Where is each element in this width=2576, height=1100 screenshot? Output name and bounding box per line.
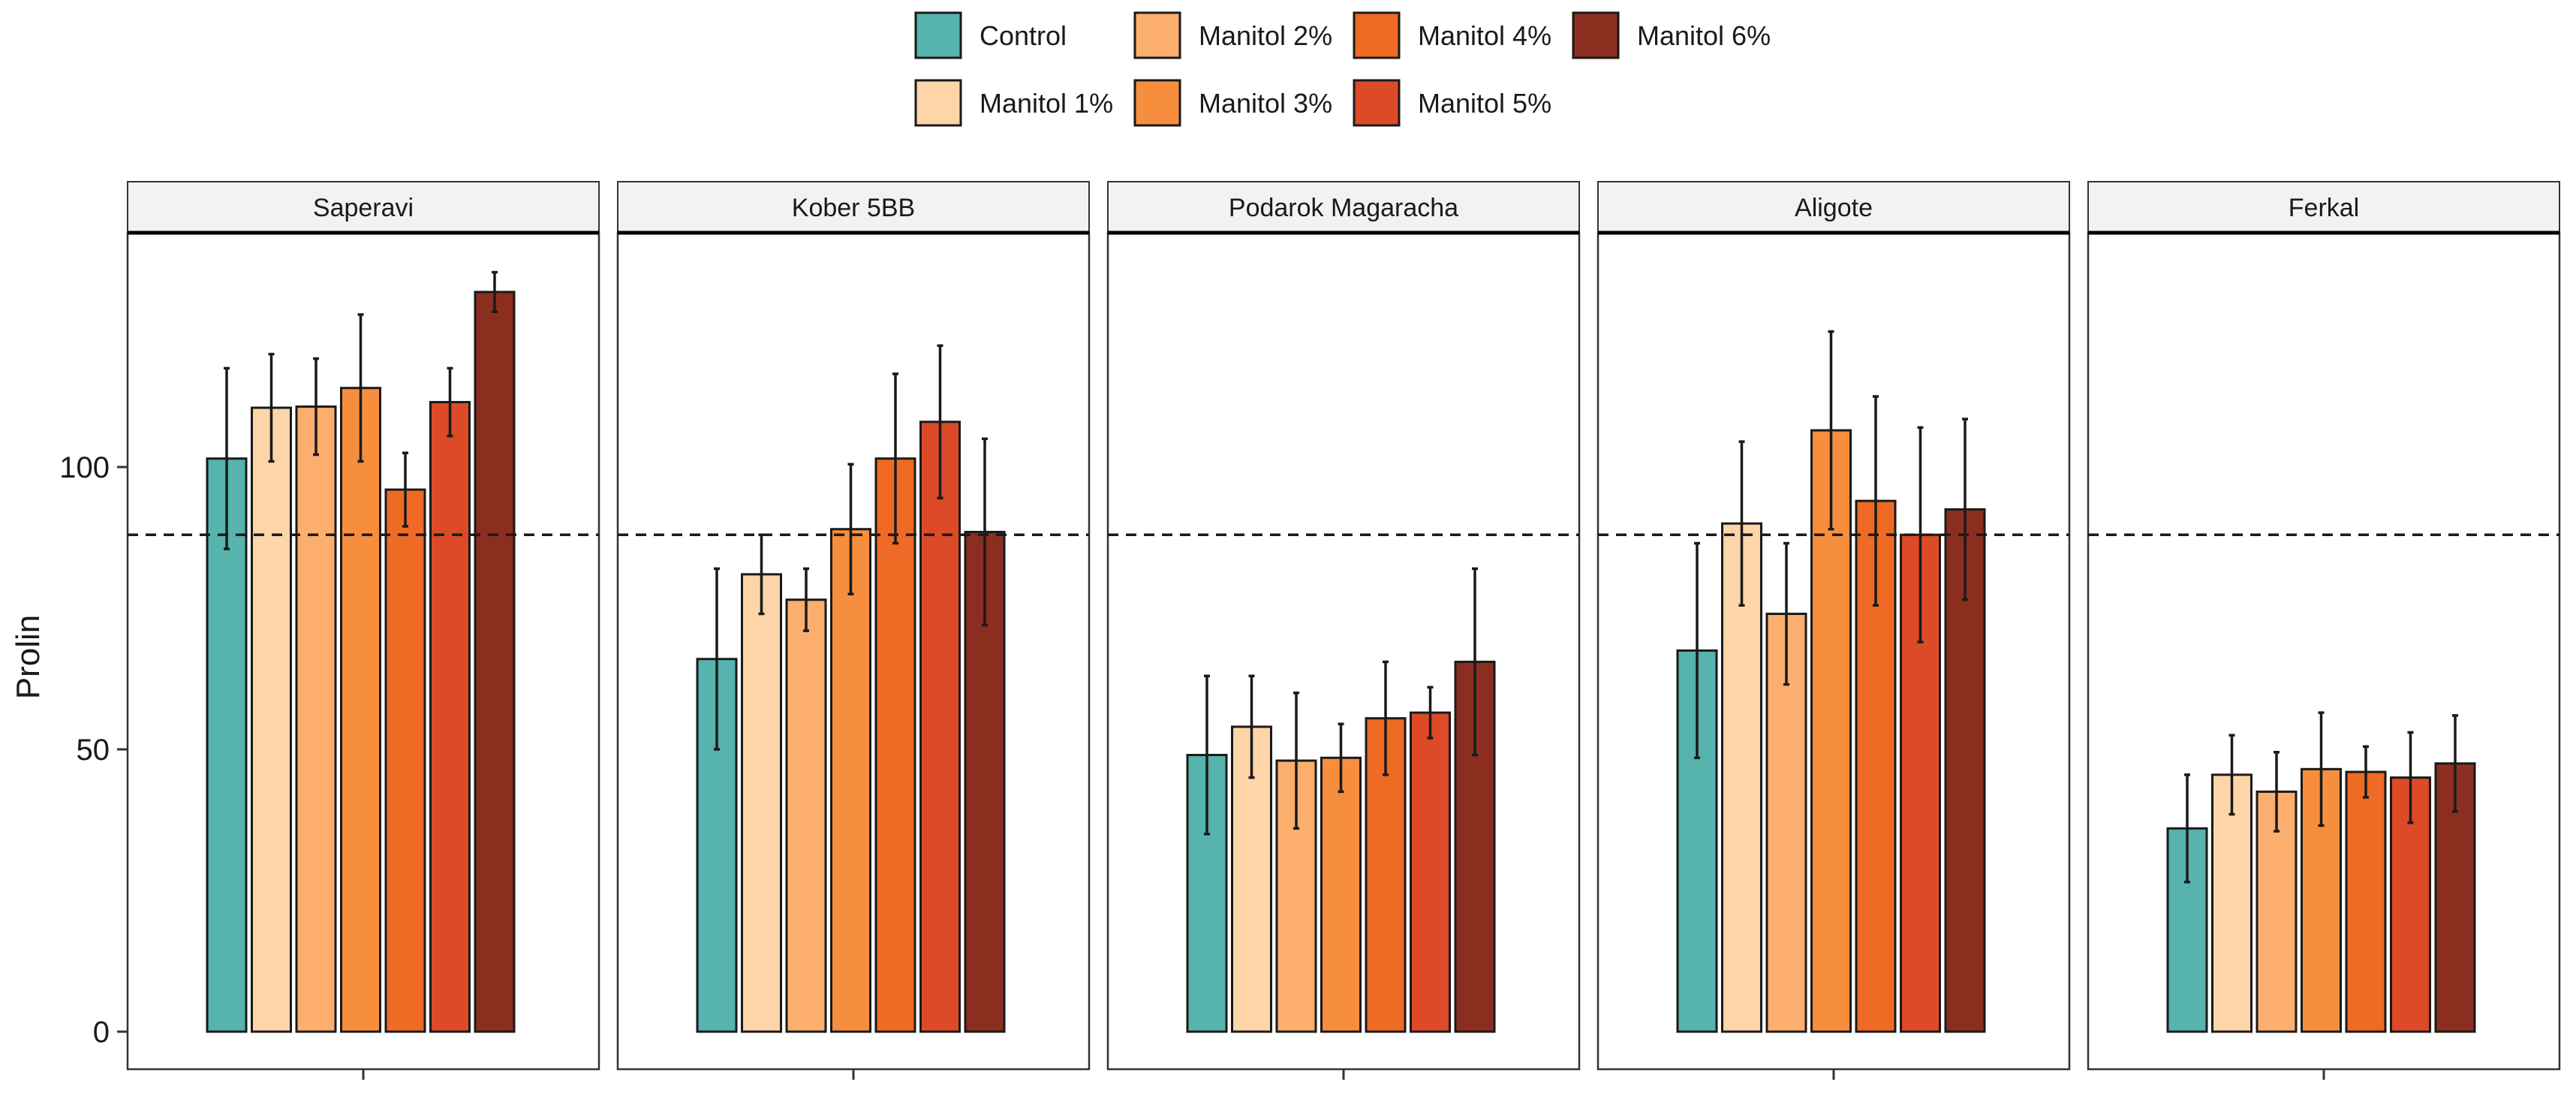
- panel-strip: [1597, 181, 2070, 234]
- panel-title: Aligote: [1795, 194, 1873, 222]
- error-bar-podarok-magaracha-manitol-5: [1427, 686, 1434, 740]
- error-bar-aligote-manitol-5: [1917, 426, 1924, 643]
- legend-item-manitol-3: Manitol 3%: [1133, 79, 1332, 127]
- error-bar-saperavi-manitol-4: [402, 451, 408, 528]
- bar-podarok-magaracha-manitol-5: [1410, 711, 1451, 1033]
- panel-title: Ferkal: [2289, 194, 2359, 222]
- error-bar-saperavi-manitol-6: [492, 270, 498, 313]
- error-bar-aligote-manitol-6: [1962, 417, 1968, 601]
- bar-kober-5bb-manitol-3: [830, 528, 871, 1033]
- error-bar-ferkal-manitol-3: [2318, 711, 2325, 827]
- error-bar-saperavi-manitol-1: [268, 352, 275, 463]
- legend: Control Manitol 1% Manitol 2% Manitol 3% Man…: [914, 11, 1771, 127]
- error-bar-podarok-magaracha-control: [1204, 674, 1210, 836]
- legend-swatch: [914, 11, 962, 59]
- bar-ferkal-manitol-4: [2345, 770, 2387, 1033]
- error-bar-kober-5bb-control: [714, 567, 720, 751]
- bar-aligote-manitol-1: [1721, 522, 1762, 1033]
- bar-podarok-magaracha-manitol-3: [1320, 756, 1362, 1033]
- error-bar-ferkal-manitol-2: [2274, 751, 2280, 833]
- legend-label: Manitol 4%: [1418, 20, 1551, 51]
- panel-podarok-magaracha: Podarok Magaracha: [1106, 181, 1581, 1080]
- error-bar-aligote-manitol-2: [1783, 541, 1789, 686]
- bar-saperavi-manitol-3: [340, 387, 381, 1033]
- bar-saperavi-manitol-5: [429, 401, 471, 1033]
- y-tick-label: 100: [59, 451, 110, 484]
- legend-swatch: [1133, 79, 1181, 127]
- y-axis: 0 50 100 Prolin: [10, 451, 128, 1049]
- error-bar-aligote-manitol-4: [1873, 395, 1879, 607]
- legend-label: Manitol 2%: [1199, 20, 1332, 51]
- panel-ferkal: Ferkal: [2087, 181, 2561, 1080]
- bar-ferkal-manitol-1: [2211, 773, 2252, 1033]
- bar-saperavi-manitol-4: [384, 488, 426, 1033]
- panels: Saperavi Kober 5BB Podarok Magaracha Aligot…: [126, 181, 2561, 1080]
- legend-swatch: [1353, 79, 1401, 127]
- panel-strip: [2087, 181, 2560, 234]
- error-bar-saperavi-control: [224, 366, 230, 550]
- bar-saperavi-manitol-6: [474, 291, 516, 1033]
- bar-aligote-manitol-3: [1810, 429, 1852, 1033]
- legend-item-control: Control: [914, 11, 1067, 59]
- error-bar-podarok-magaracha-manitol-4: [1383, 660, 1389, 776]
- error-bar-podarok-magaracha-manitol-1: [1248, 674, 1255, 779]
- error-bar-kober-5bb-manitol-3: [847, 463, 854, 595]
- panel-title: Saperavi: [313, 194, 414, 222]
- legend-item-manitol-6: Manitol 6%: [1572, 11, 1771, 59]
- legend-swatch: [1133, 11, 1181, 59]
- panel-title: Kober 5BB: [792, 194, 915, 222]
- error-bar-saperavi-manitol-5: [447, 366, 453, 438]
- legend-item-manitol-4: Manitol 4%: [1353, 11, 1551, 59]
- y-tick-label: 50: [77, 734, 110, 767]
- legend-item-manitol-5: Manitol 5%: [1353, 79, 1551, 127]
- legend-swatch: [914, 79, 962, 127]
- legend-label: Manitol 5%: [1418, 88, 1551, 119]
- panel-title: Podarok Magaracha: [1229, 194, 1458, 222]
- legend-item-manitol-1: Manitol 1%: [914, 79, 1113, 127]
- y-axis-title: Prolin: [10, 615, 47, 700]
- bar-kober-5bb-manitol-5: [919, 420, 961, 1033]
- panel-aligote: Aligote: [1596, 181, 2071, 1080]
- bar-kober-5bb-manitol-2: [785, 598, 827, 1033]
- error-bar-kober-5bb-manitol-2: [803, 567, 809, 632]
- bar-saperavi-manitol-1: [251, 406, 292, 1033]
- error-bar-ferkal-manitol-6: [2452, 714, 2458, 813]
- error-bar-kober-5bb-manitol-5: [937, 344, 943, 500]
- legend-label: Manitol 3%: [1199, 88, 1332, 119]
- error-bar-ferkal-manitol-4: [2363, 745, 2369, 799]
- legend-label: Manitol 6%: [1637, 20, 1771, 51]
- error-bar-ferkal-manitol-1: [2228, 734, 2235, 816]
- error-bar-ferkal-control: [2184, 773, 2190, 884]
- panel-kober-5bb: Kober 5BB: [616, 181, 1091, 1080]
- error-bar-podarok-magaracha-manitol-3: [1338, 722, 1344, 794]
- error-bar-saperavi-manitol-3: [357, 313, 364, 463]
- legend-item-manitol-2: Manitol 2%: [1133, 11, 1332, 59]
- panel-strip: [1107, 181, 1580, 234]
- error-bar-aligote-control: [1694, 541, 1700, 760]
- bar-kober-5bb-manitol-4: [874, 457, 916, 1033]
- legend-label: Manitol 1%: [980, 88, 1113, 119]
- panel-saperavi: Saperavi: [126, 181, 600, 1080]
- error-bar-kober-5bb-manitol-4: [892, 372, 898, 545]
- legend-swatch: [1353, 11, 1401, 59]
- panel-strip: [127, 181, 600, 234]
- error-bar-aligote-manitol-3: [1828, 330, 1834, 531]
- bar-saperavi-manitol-2: [295, 405, 337, 1033]
- legend-swatch: [1572, 11, 1620, 59]
- error-bar-podarok-magaracha-manitol-2: [1293, 692, 1299, 830]
- error-bar-aligote-manitol-1: [1738, 440, 1745, 607]
- y-tick-label: 0: [93, 1016, 110, 1049]
- error-bar-podarok-magaracha-manitol-6: [1472, 567, 1478, 757]
- error-bar-saperavi-manitol-2: [313, 357, 319, 457]
- legend-label: Control: [980, 20, 1067, 51]
- bar-kober-5bb-manitol-1: [741, 573, 782, 1033]
- error-bar-ferkal-manitol-5: [2407, 731, 2414, 824]
- error-bar-kober-5bb-manitol-6: [982, 437, 988, 627]
